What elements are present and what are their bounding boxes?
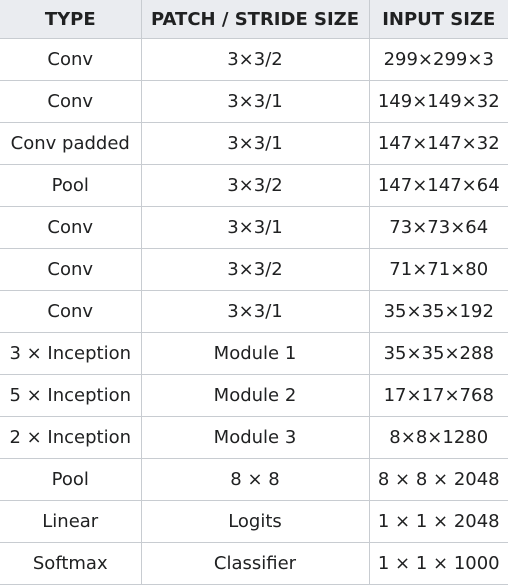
table-row: Softmax Classifier 1 × 1 × 1000 (0, 542, 508, 585)
cell-patch-stride: 3×3/2 (140, 248, 370, 291)
table-row: Conv 3×3/1 149×149×32 (0, 80, 508, 123)
cell-input-size: 1 × 1 × 1000 (368, 542, 508, 585)
cell-type: Conv (0, 38, 142, 81)
cell-input-size: 147×147×64 (368, 164, 508, 207)
cell-patch-stride: Logits (140, 500, 370, 543)
cell-patch-stride: Module 3 (140, 416, 370, 459)
cell-patch-stride: 3×3/1 (140, 290, 370, 333)
cell-input-size: 73×73×64 (368, 206, 508, 249)
header-row: TYPE PATCH / STRIDE SIZE INPUT SIZE (0, 0, 508, 39)
cell-patch-stride: 3×3/1 (140, 206, 370, 249)
table-row: Conv 3×3/2 71×71×80 (0, 248, 508, 291)
cell-input-size: 1 × 1 × 2048 (368, 500, 508, 543)
cell-input-size: 8×8×1280 (368, 416, 508, 459)
cell-type: Conv (0, 248, 142, 291)
cell-type: Pool (0, 164, 142, 207)
header-input-size: INPUT SIZE (368, 0, 508, 39)
table-row: Pool 8 × 8 8 × 8 × 2048 (0, 458, 508, 501)
cell-type: Conv (0, 206, 142, 249)
cell-type: 5 × Inception (0, 374, 142, 417)
table-row: 5 × Inception Module 2 17×17×768 (0, 374, 508, 417)
cell-type: Conv (0, 80, 142, 123)
cell-patch-stride: Classifier (140, 542, 370, 585)
cell-type: Conv padded (0, 122, 142, 165)
cell-type: Conv (0, 290, 142, 333)
table-row: Pool 3×3/2 147×147×64 (0, 164, 508, 207)
cell-patch-stride: Module 1 (140, 332, 370, 375)
table-row: Conv 3×3/2 299×299×3 (0, 38, 508, 81)
cell-input-size: 71×71×80 (368, 248, 508, 291)
cell-patch-stride: 3×3/1 (140, 80, 370, 123)
header-type: TYPE (0, 0, 142, 39)
table-row: Conv 3×3/1 73×73×64 (0, 206, 508, 249)
cell-type: 2 × Inception (0, 416, 142, 459)
table-row: 3 × Inception Module 1 35×35×288 (0, 332, 508, 375)
cell-input-size: 17×17×768 (368, 374, 508, 417)
cell-patch-stride: 8 × 8 (140, 458, 370, 501)
cell-input-size: 147×147×32 (368, 122, 508, 165)
cell-type: Pool (0, 458, 142, 501)
cell-input-size: 8 × 8 × 2048 (368, 458, 508, 501)
table-row: 2 × Inception Module 3 8×8×1280 (0, 416, 508, 459)
cell-patch-stride: 3×3/1 (140, 122, 370, 165)
cell-type: Softmax (0, 542, 142, 585)
table-header: TYPE PATCH / STRIDE SIZE INPUT SIZE (0, 0, 508, 39)
cell-patch-stride: 3×3/2 (140, 38, 370, 81)
cell-patch-stride: 3×3/2 (140, 164, 370, 207)
table-body: Conv 3×3/2 299×299×3 Conv 3×3/1 149×149×… (0, 38, 508, 585)
header-patch-stride-size: PATCH / STRIDE SIZE (140, 0, 370, 39)
cell-type: 3 × Inception (0, 332, 142, 375)
table-row: Conv padded 3×3/1 147×147×32 (0, 122, 508, 165)
cell-input-size: 299×299×3 (368, 38, 508, 81)
cell-input-size: 35×35×192 (368, 290, 508, 333)
table-row: Conv 3×3/1 35×35×192 (0, 290, 508, 333)
table-row: Linear Logits 1 × 1 × 2048 (0, 500, 508, 543)
cell-type: Linear (0, 500, 142, 543)
cell-patch-stride: Module 2 (140, 374, 370, 417)
cell-input-size: 149×149×32 (368, 80, 508, 123)
cell-input-size: 35×35×288 (368, 332, 508, 375)
